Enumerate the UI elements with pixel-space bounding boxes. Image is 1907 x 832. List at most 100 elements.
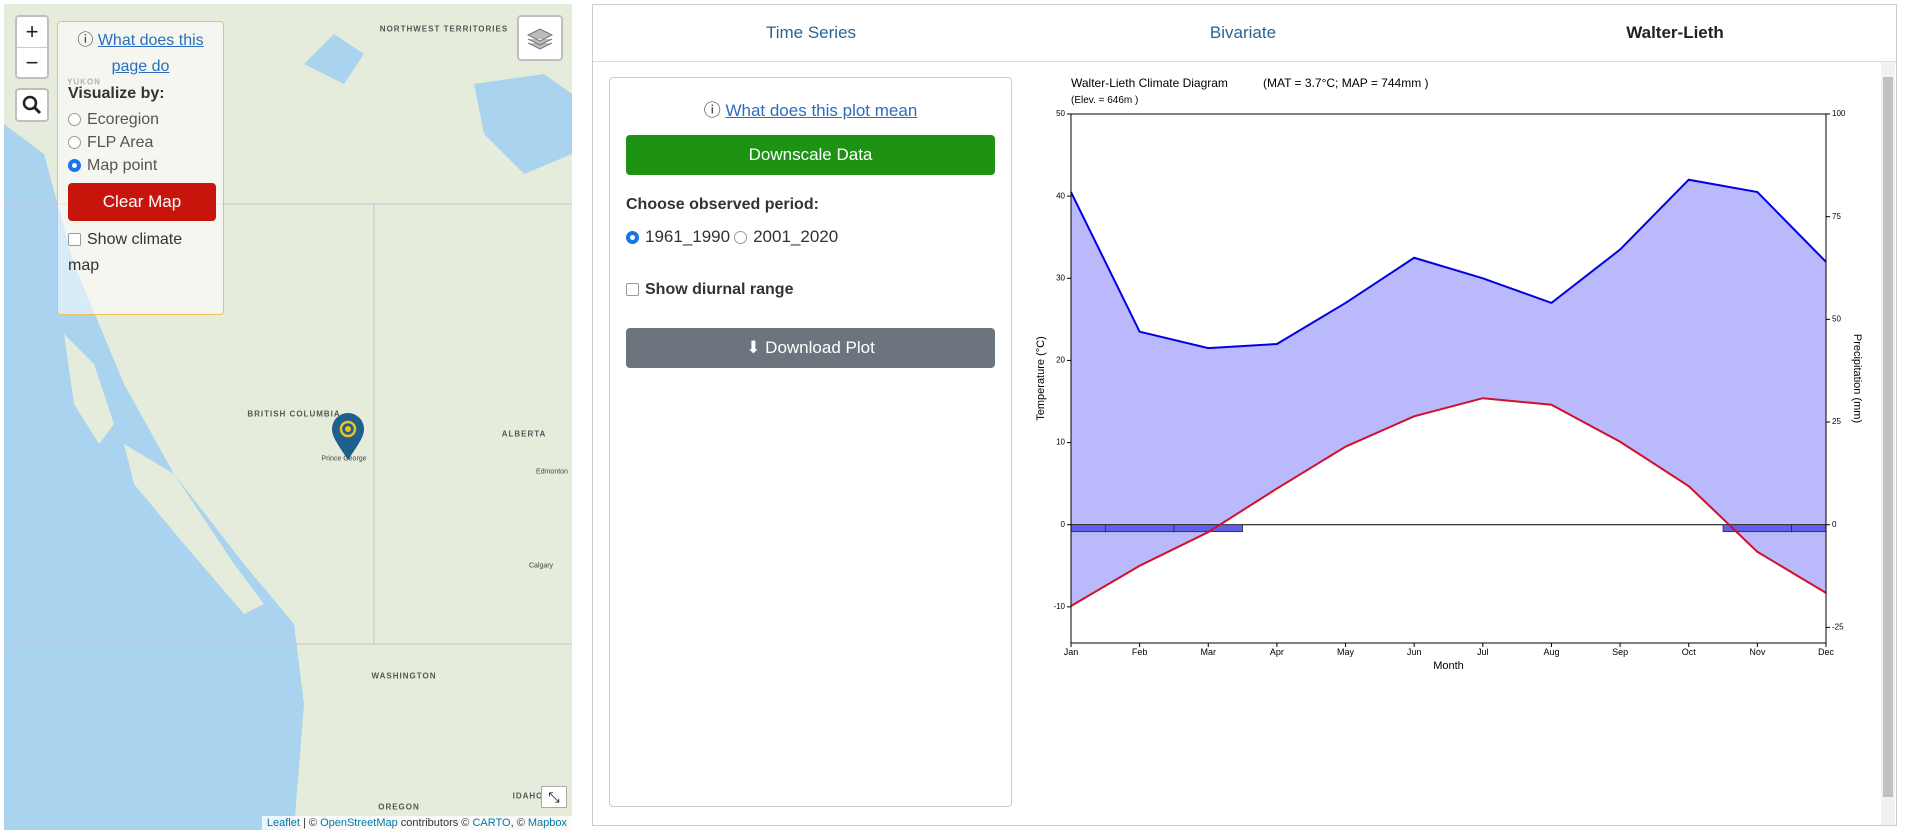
place-label: Edmonton (536, 468, 568, 476)
frost-box (1070, 524, 1106, 533)
radio[interactable] (68, 113, 81, 126)
tab[interactable]: Walter-Lieth (1626, 23, 1724, 42)
frost-box (1791, 524, 1827, 533)
radio-option[interactable]: Map point (68, 154, 213, 177)
radio-option[interactable]: FLP Area (68, 131, 213, 154)
radio[interactable] (68, 136, 81, 149)
layers-button[interactable] (517, 15, 563, 61)
checkbox-label: Show climate map (68, 231, 183, 274)
chart-subtitle: (MAT = 3.7°C; MAP = 744mm ) (1263, 76, 1429, 90)
attribution-link[interactable]: OpenStreetMap (320, 817, 398, 829)
y2-tick-label: 75 (1832, 212, 1841, 221)
attribution-link[interactable]: Leaflet (266, 817, 300, 829)
attribution-link[interactable]: CARTO (472, 817, 511, 829)
tab[interactable]: Bivariate (1209, 23, 1277, 42)
plot-help-text[interactable]: What does this plot mean (725, 101, 918, 120)
main-panel: Time Series Bivariate Walter-Lieth (592, 4, 1897, 826)
period-label: Choose observed period: (626, 196, 819, 213)
x-axis-label: Month (1433, 660, 1464, 672)
radio-label: FLP Area (87, 134, 154, 151)
attribution: Leaflet | © OpenStreetMap contributors ©… (261, 816, 572, 830)
y-axis-label: Temperature (°C) (1035, 336, 1047, 420)
y-tick-label: 20 (1056, 356, 1065, 365)
layers-icon (526, 28, 554, 50)
island (64, 334, 114, 444)
climate-map-toggle[interactable]: Show climate map (68, 227, 213, 279)
x-tick-label: Sep (1612, 647, 1628, 657)
radio[interactable] (734, 231, 748, 244)
scroll-thumb[interactable] (1883, 77, 1893, 797)
x-tick-label: Apr (1270, 647, 1284, 657)
place-label: OREGON (378, 802, 420, 812)
y-tick-label: 10 (1056, 438, 1065, 447)
zoom-in[interactable]: + (17, 17, 47, 48)
place-label: BRITISH COLUMBIA (247, 409, 341, 419)
x-tick-label: Jun (1407, 647, 1422, 657)
checkbox[interactable] (626, 283, 639, 296)
x-tick-label: Jul (1477, 647, 1489, 657)
y2-tick-label: -25 (1832, 623, 1844, 632)
plot-help[interactable]: ⓘ What does this plot mean (703, 101, 918, 120)
place-label: WASHINGTON (371, 671, 437, 681)
y-tick-label: -10 (1053, 602, 1065, 611)
y-tick-label: 0 (1061, 520, 1066, 529)
scrollbar[interactable] (1881, 61, 1895, 825)
place-label: Prince George (321, 455, 367, 463)
attribution-link[interactable]: Mapbox (527, 817, 567, 829)
x-tick-label: Aug (1543, 647, 1559, 657)
place-label: ALBERTA (501, 429, 547, 439)
download-button[interactable]: ⬇ Download Plot (626, 328, 995, 368)
series-line (1070, 397, 1827, 607)
x-tick-label: Mar (1201, 647, 1217, 657)
chart-title: Walter-Lieth Climate Diagram (1071, 76, 1228, 90)
downscale-button[interactable]: Downscale Data (626, 135, 995, 175)
x-tick-label: Oct (1682, 647, 1697, 657)
place-label: NORTHWEST TERRITORIES (379, 24, 509, 34)
attribution-text: | © (299, 817, 321, 829)
place-label: IDAHO (512, 791, 544, 801)
place-label: Calgary (528, 562, 554, 570)
map[interactable]: NORTHWEST TERRITORIESYUKONBRITISH COLUMB… (4, 4, 572, 830)
diurnal-toggle[interactable]: Show diurnal range (626, 281, 793, 299)
radio-label: Ecoregion (87, 111, 160, 128)
plot-controls: ⓘ What does this plot mean Downscale Dat… (609, 77, 1012, 807)
y2-tick-label: 100 (1832, 109, 1846, 118)
chart-note: (Elev. = 646m ) (1071, 95, 1138, 106)
search-icon (22, 95, 42, 115)
tab[interactable]: Time Series (765, 23, 857, 42)
y2-axis-label: Precipitation (mm) (1851, 334, 1863, 423)
radio[interactable] (626, 231, 639, 244)
map-sidebar: ⓘ What does this page do Visualize by: E… (57, 21, 224, 315)
y2-tick-label: 25 (1832, 417, 1841, 426)
x-tick-label: Nov (1749, 647, 1766, 657)
x-tick-label: May (1337, 647, 1355, 657)
attribution-text: contributors © (397, 817, 473, 829)
radio[interactable] (68, 159, 81, 172)
frost-box (1173, 524, 1243, 533)
x-tick-label: Dec (1818, 647, 1835, 657)
fullscreen[interactable]: ⤡ (541, 786, 567, 808)
chart: Walter-Lieth Climate Diagram (MAT = 3.7°… (1035, 76, 1863, 672)
x-tick-label: Jan (1064, 647, 1079, 657)
search-button[interactable] (15, 88, 49, 122)
humid-area (1071, 179, 1826, 607)
help-text[interactable]: What does this page do (97, 32, 204, 75)
island (124, 444, 264, 614)
checkbox[interactable] (68, 233, 81, 246)
zoom-out[interactable]: − (25, 50, 39, 75)
clear-map-button[interactable]: Clear Map (68, 183, 216, 221)
map-marker[interactable] (330, 412, 366, 462)
radio-option[interactable]: Ecoregion (68, 108, 213, 131)
lake (304, 34, 364, 84)
period-options: 1961_1990 2001_2020 (626, 227, 842, 247)
x-tick-label: Feb (1132, 647, 1148, 657)
y2-tick-label: 50 (1832, 314, 1841, 323)
tab-divider (593, 61, 1896, 62)
lake (474, 74, 572, 174)
series-line (1070, 178, 1827, 350)
radio-label: Map point (87, 157, 158, 174)
plot-frame (1070, 113, 1827, 644)
frost-box (1104, 524, 1175, 533)
radio-label: 1961_1990 (645, 227, 731, 246)
help-link[interactable]: ⓘ What does this page do (77, 32, 204, 75)
